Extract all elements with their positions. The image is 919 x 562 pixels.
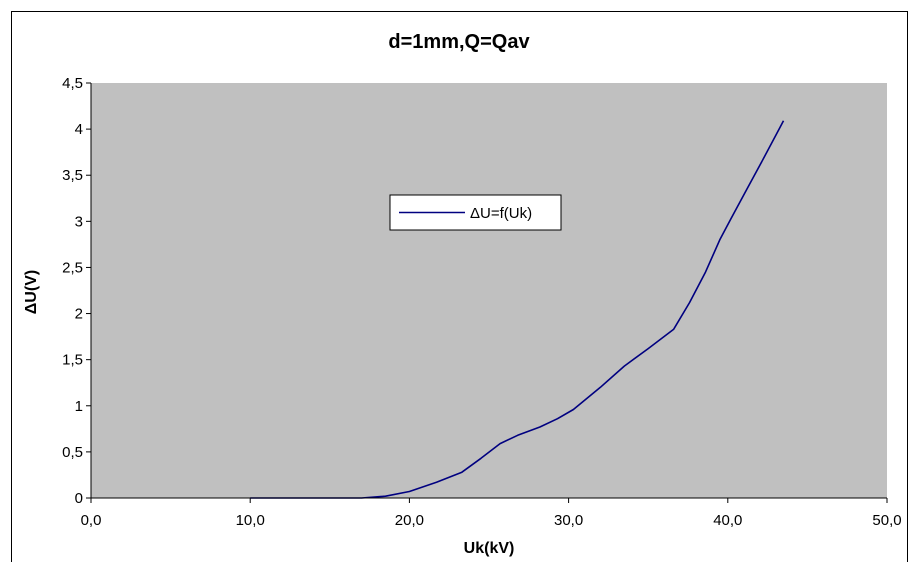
y-tick-label: 4,5	[62, 75, 83, 92]
y-tick-label: 0,5	[62, 444, 83, 461]
y-tick-label: 0	[75, 490, 83, 507]
x-tick-label: 0,0	[81, 512, 102, 529]
y-tick-label: 4	[75, 121, 83, 138]
x-tick-label: 30,0	[554, 512, 583, 529]
x-tick-label: 20,0	[395, 512, 424, 529]
legend: ΔU=f(Uk)	[390, 195, 561, 230]
y-axis-title: ΔU(V)	[23, 270, 40, 314]
x-tick-label: 40,0	[713, 512, 742, 529]
y-tick-label: 2	[75, 306, 83, 323]
chart-title: d=1mm,Q=Qav	[388, 31, 530, 53]
y-tick-label: 1	[75, 398, 83, 415]
y-tick-label: 1,5	[62, 352, 83, 369]
x-tick-label: 10,0	[236, 512, 265, 529]
y-tick-label: 3	[75, 213, 83, 230]
plot-area	[91, 83, 887, 498]
legend-label: ΔU=f(Uk)	[470, 205, 532, 222]
y-tick-label: 3,5	[62, 167, 83, 184]
x-axis-title: Uk(kV)	[464, 540, 515, 557]
y-tick-label: 2,5	[62, 259, 83, 276]
x-tick-label: 50,0	[872, 512, 901, 529]
